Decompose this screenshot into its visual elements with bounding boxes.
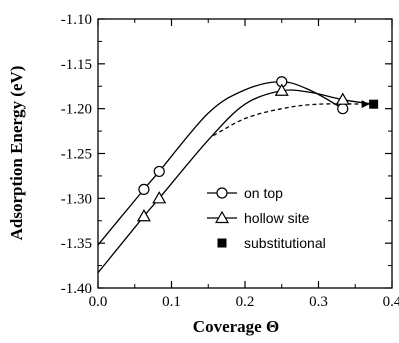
- y-tick-label: -1.15: [61, 57, 92, 73]
- x-tick-label: 0.4: [383, 294, 399, 310]
- x-tick-label: 0.2: [236, 294, 255, 310]
- y-tick-label: -1.10: [61, 12, 92, 28]
- y-tick-label: -1.35: [61, 236, 92, 252]
- axes: 0.0 0.1 0.2 0.3 0.4 -1.40 -1.35 -1.30 -1.25 -1.20…: [61, 12, 399, 310]
- legend: on top hollow site substitutional: [207, 185, 326, 251]
- data-point-circle-4: [337, 103, 349, 115]
- x-axis-title: Coverage Θ: [193, 317, 279, 336]
- data-point-triangle-2: [152, 191, 167, 204]
- data-point-circle-1: [138, 183, 150, 195]
- series-line-3: [213, 103, 374, 137]
- plot-area: [97, 76, 379, 274]
- legend-label-on-top: on top: [244, 185, 283, 201]
- x-tick-label: 0.0: [89, 294, 108, 310]
- legend-marker-square: [217, 238, 227, 248]
- legend-label-hollow-site: hollow site: [244, 210, 310, 226]
- legend-label-substitutional: substitutional: [244, 235, 326, 251]
- legend-marker-triangle: [214, 210, 230, 224]
- series-line-2: [97, 89, 374, 274]
- data-point-circle-2: [153, 165, 165, 178]
- legend-marker-circle: [216, 187, 228, 199]
- data-point-triangle-1: [136, 209, 151, 222]
- data-point-square-1: [369, 99, 379, 109]
- data-point-triangle-4: [335, 92, 350, 105]
- data-point-triangle-3: [274, 83, 289, 96]
- y-tick-label: -1.40: [61, 281, 92, 297]
- arrow-head: [361, 100, 370, 109]
- y-tick-label: -1.30: [61, 191, 92, 207]
- y-tick-label: -1.25: [61, 147, 92, 163]
- y-tick-label: -1.20: [61, 102, 92, 118]
- x-tick-label: 0.1: [162, 294, 181, 310]
- y-axis-title: Adsorption Energy (eV): [7, 66, 26, 241]
- x-tick-label: 0.3: [309, 294, 328, 310]
